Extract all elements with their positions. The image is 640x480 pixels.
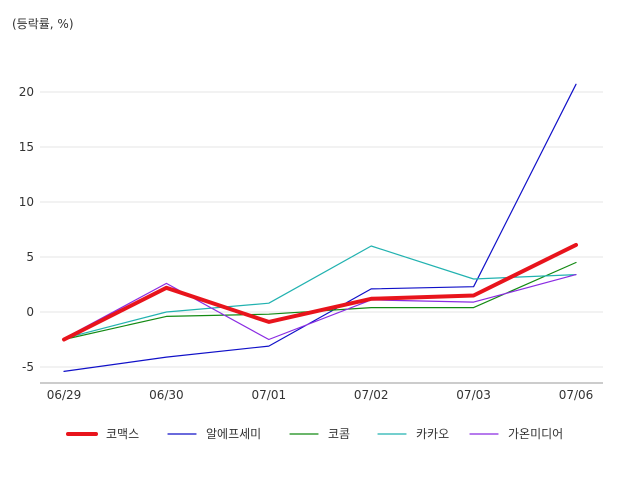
x-tick-label: 06/30 — [149, 388, 184, 402]
legend-label: 카카오 — [416, 427, 449, 441]
y-tick-label: 20 — [19, 85, 34, 99]
legend-label: 가온미디어 — [508, 427, 563, 441]
y-tick-label: 5 — [26, 250, 34, 264]
legend-label: 코콤 — [328, 427, 350, 441]
x-tick-label: 06/29 — [47, 388, 82, 402]
series-line — [63, 274, 577, 341]
axes: -5 0 5 10 15 20 06/29 06/30 07/01 07/02 07/03 07/06 — [19, 85, 603, 402]
x-tick-label: 07/02 — [354, 388, 389, 402]
y-unit-label: (등락률, %) — [12, 17, 74, 31]
x-tick-label: 07/01 — [252, 388, 287, 402]
y-tick-label: 10 — [19, 195, 34, 209]
x-tick-label: 07/03 — [456, 388, 491, 402]
series-line — [63, 83, 577, 372]
legend-label: 코맥스 — [106, 427, 139, 441]
x-tick-label: 07/06 — [559, 388, 594, 402]
series-lines — [62, 83, 578, 372]
y-tick-label: 15 — [19, 140, 34, 154]
y-tick-label: 0 — [26, 305, 34, 319]
legend-label: 알에프세미 — [206, 427, 261, 441]
y-tick-label: -5 — [22, 360, 34, 374]
series-line — [62, 242, 578, 342]
legend: 코맥스 알에프세미 코콤 카카오 가온미디어 — [66, 427, 563, 441]
grid-lines — [40, 91, 603, 368]
series-line — [63, 245, 577, 339]
